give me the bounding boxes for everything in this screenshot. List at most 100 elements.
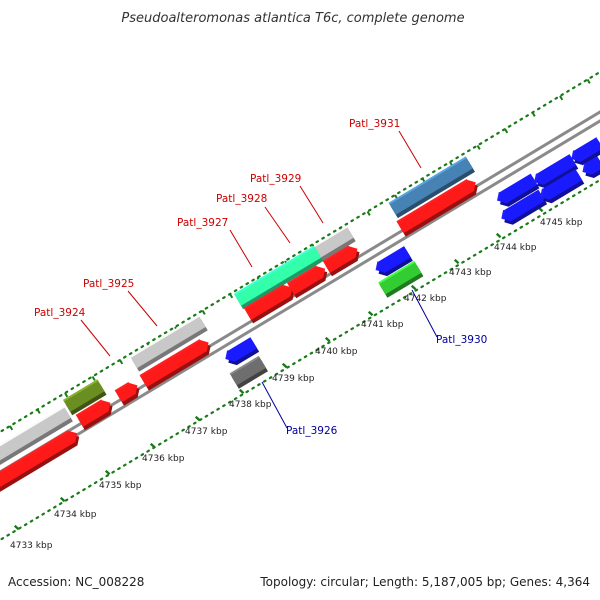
gene-red (243, 284, 295, 324)
kbp-label: 4743 kbp (449, 268, 492, 278)
kbp-tick (453, 258, 460, 265)
gene-label-leader (264, 206, 291, 244)
kbp-tick (495, 232, 502, 239)
kbp-label: 4741 kbp (361, 320, 404, 330)
gene-blue-body (572, 137, 600, 162)
gene-darkgrey-body (230, 356, 266, 386)
gene-red (75, 399, 113, 431)
minor-tick (91, 375, 96, 381)
genome-summary-text: Topology: circular; Length: 5,187,005 bp… (259, 575, 590, 589)
gene-steel-body (389, 157, 473, 215)
minor-tick (9, 425, 14, 431)
gene-red-body (323, 246, 358, 273)
minor-tick (586, 78, 591, 84)
gene-blue-body (541, 169, 583, 200)
gene-olive-body (63, 380, 105, 412)
gene-aqua-highlight (233, 245, 316, 296)
gene-blue-highlight (534, 173, 538, 183)
gene-red-highlight (0, 429, 70, 474)
gene-grey (313, 225, 356, 261)
kbp-tick (59, 496, 66, 503)
gene-blue-body (502, 189, 546, 222)
gene-red (114, 381, 140, 406)
gene-blue (375, 246, 413, 277)
gene-red-body (396, 179, 476, 234)
gene-olive-highlight (62, 379, 99, 402)
kbp-label: 4744 kbp (494, 243, 537, 253)
gene-red (286, 265, 328, 299)
gene-blue (225, 337, 260, 366)
minor-tick (531, 111, 536, 117)
minor-tick (559, 95, 564, 101)
gene-blue-body (583, 156, 600, 175)
gene-label-leader (261, 381, 288, 429)
gene-label: Patl_3924 (34, 307, 86, 319)
kbp-tick (104, 469, 111, 476)
minor-tick (504, 128, 509, 134)
minor-tick (201, 309, 206, 315)
gene-label: Patl_3926 (286, 425, 338, 437)
gene-red (139, 339, 211, 391)
kbp-tick (13, 524, 20, 531)
gene-red-highlight (322, 245, 350, 263)
lower-dotted-track (0, 178, 600, 542)
gene-red-body (115, 382, 138, 403)
gene-blue-highlight (375, 261, 380, 271)
gene-label-leader (80, 319, 111, 357)
gene-blue (582, 156, 600, 179)
minor-tick (64, 392, 69, 398)
gene-blue-body (226, 337, 258, 362)
gene-red-body (0, 430, 78, 488)
gene-green (378, 260, 424, 298)
gene-label-leader (229, 229, 253, 268)
gene-olive (62, 379, 107, 416)
gene-label: Patl_3925 (83, 278, 134, 290)
gene-red-body (244, 285, 293, 320)
minor-tick (229, 293, 234, 299)
gene-red (0, 429, 80, 492)
gene-blue-highlight (497, 191, 501, 202)
gene-grey (129, 314, 208, 372)
kbp-label: 4739 kbp (272, 374, 315, 384)
kbp-label: 4740 kbp (315, 347, 358, 357)
gene-grey-body (130, 315, 206, 369)
gene-blue (501, 189, 548, 225)
gene-green-highlight (378, 260, 416, 285)
gene-label-leader (398, 130, 422, 169)
gene-features (0, 137, 600, 492)
gene-aqua-body (234, 246, 322, 306)
gene-label: Patl_3931 (349, 118, 400, 130)
gene-red (396, 179, 478, 237)
kbp-tick (194, 415, 201, 422)
gene-blue-body (497, 173, 538, 204)
gene-label: Patl_3929 (250, 173, 301, 185)
kbp-label: 4742 kbp (404, 294, 447, 304)
gene-darkgrey-highlight (229, 355, 260, 376)
minor-tick (119, 359, 124, 365)
gene-red-body (140, 339, 209, 388)
kbp-label: 4736 kbp (142, 454, 185, 464)
gene-red-body (76, 400, 111, 427)
kbp-label: 4738 kbp (229, 400, 272, 410)
gene-label-leader (411, 289, 438, 338)
kbp-label: 4737 kbp (185, 427, 228, 437)
kbp-tick (410, 284, 417, 291)
gene-red-highlight (75, 399, 103, 417)
gene-grey-highlight (129, 314, 200, 358)
gene-aqua (233, 245, 324, 310)
upper-dotted-track (0, 70, 600, 434)
gene-darkgrey (229, 355, 268, 389)
accession-text: Accession: NC_008228 (8, 575, 144, 589)
gene-red-highlight (286, 265, 318, 285)
gene-grey-body (0, 406, 71, 461)
kbp-tick (238, 388, 245, 395)
gene-red-highlight (243, 284, 285, 310)
map-title: Pseudoalteromonas atlantica T6c, complet… (121, 11, 464, 26)
gene-label-leader (299, 185, 324, 224)
kbp-ticks: 4733 kbp 4734 kbp 4735 kbp 4736 kbp 4737 kbp… (9, 78, 591, 551)
kbp-tick (324, 336, 331, 343)
gene-blue (534, 154, 579, 189)
gene-grey-highlight (0, 405, 65, 447)
gene-steel (388, 156, 475, 219)
gene-blue-highlight (501, 209, 506, 220)
